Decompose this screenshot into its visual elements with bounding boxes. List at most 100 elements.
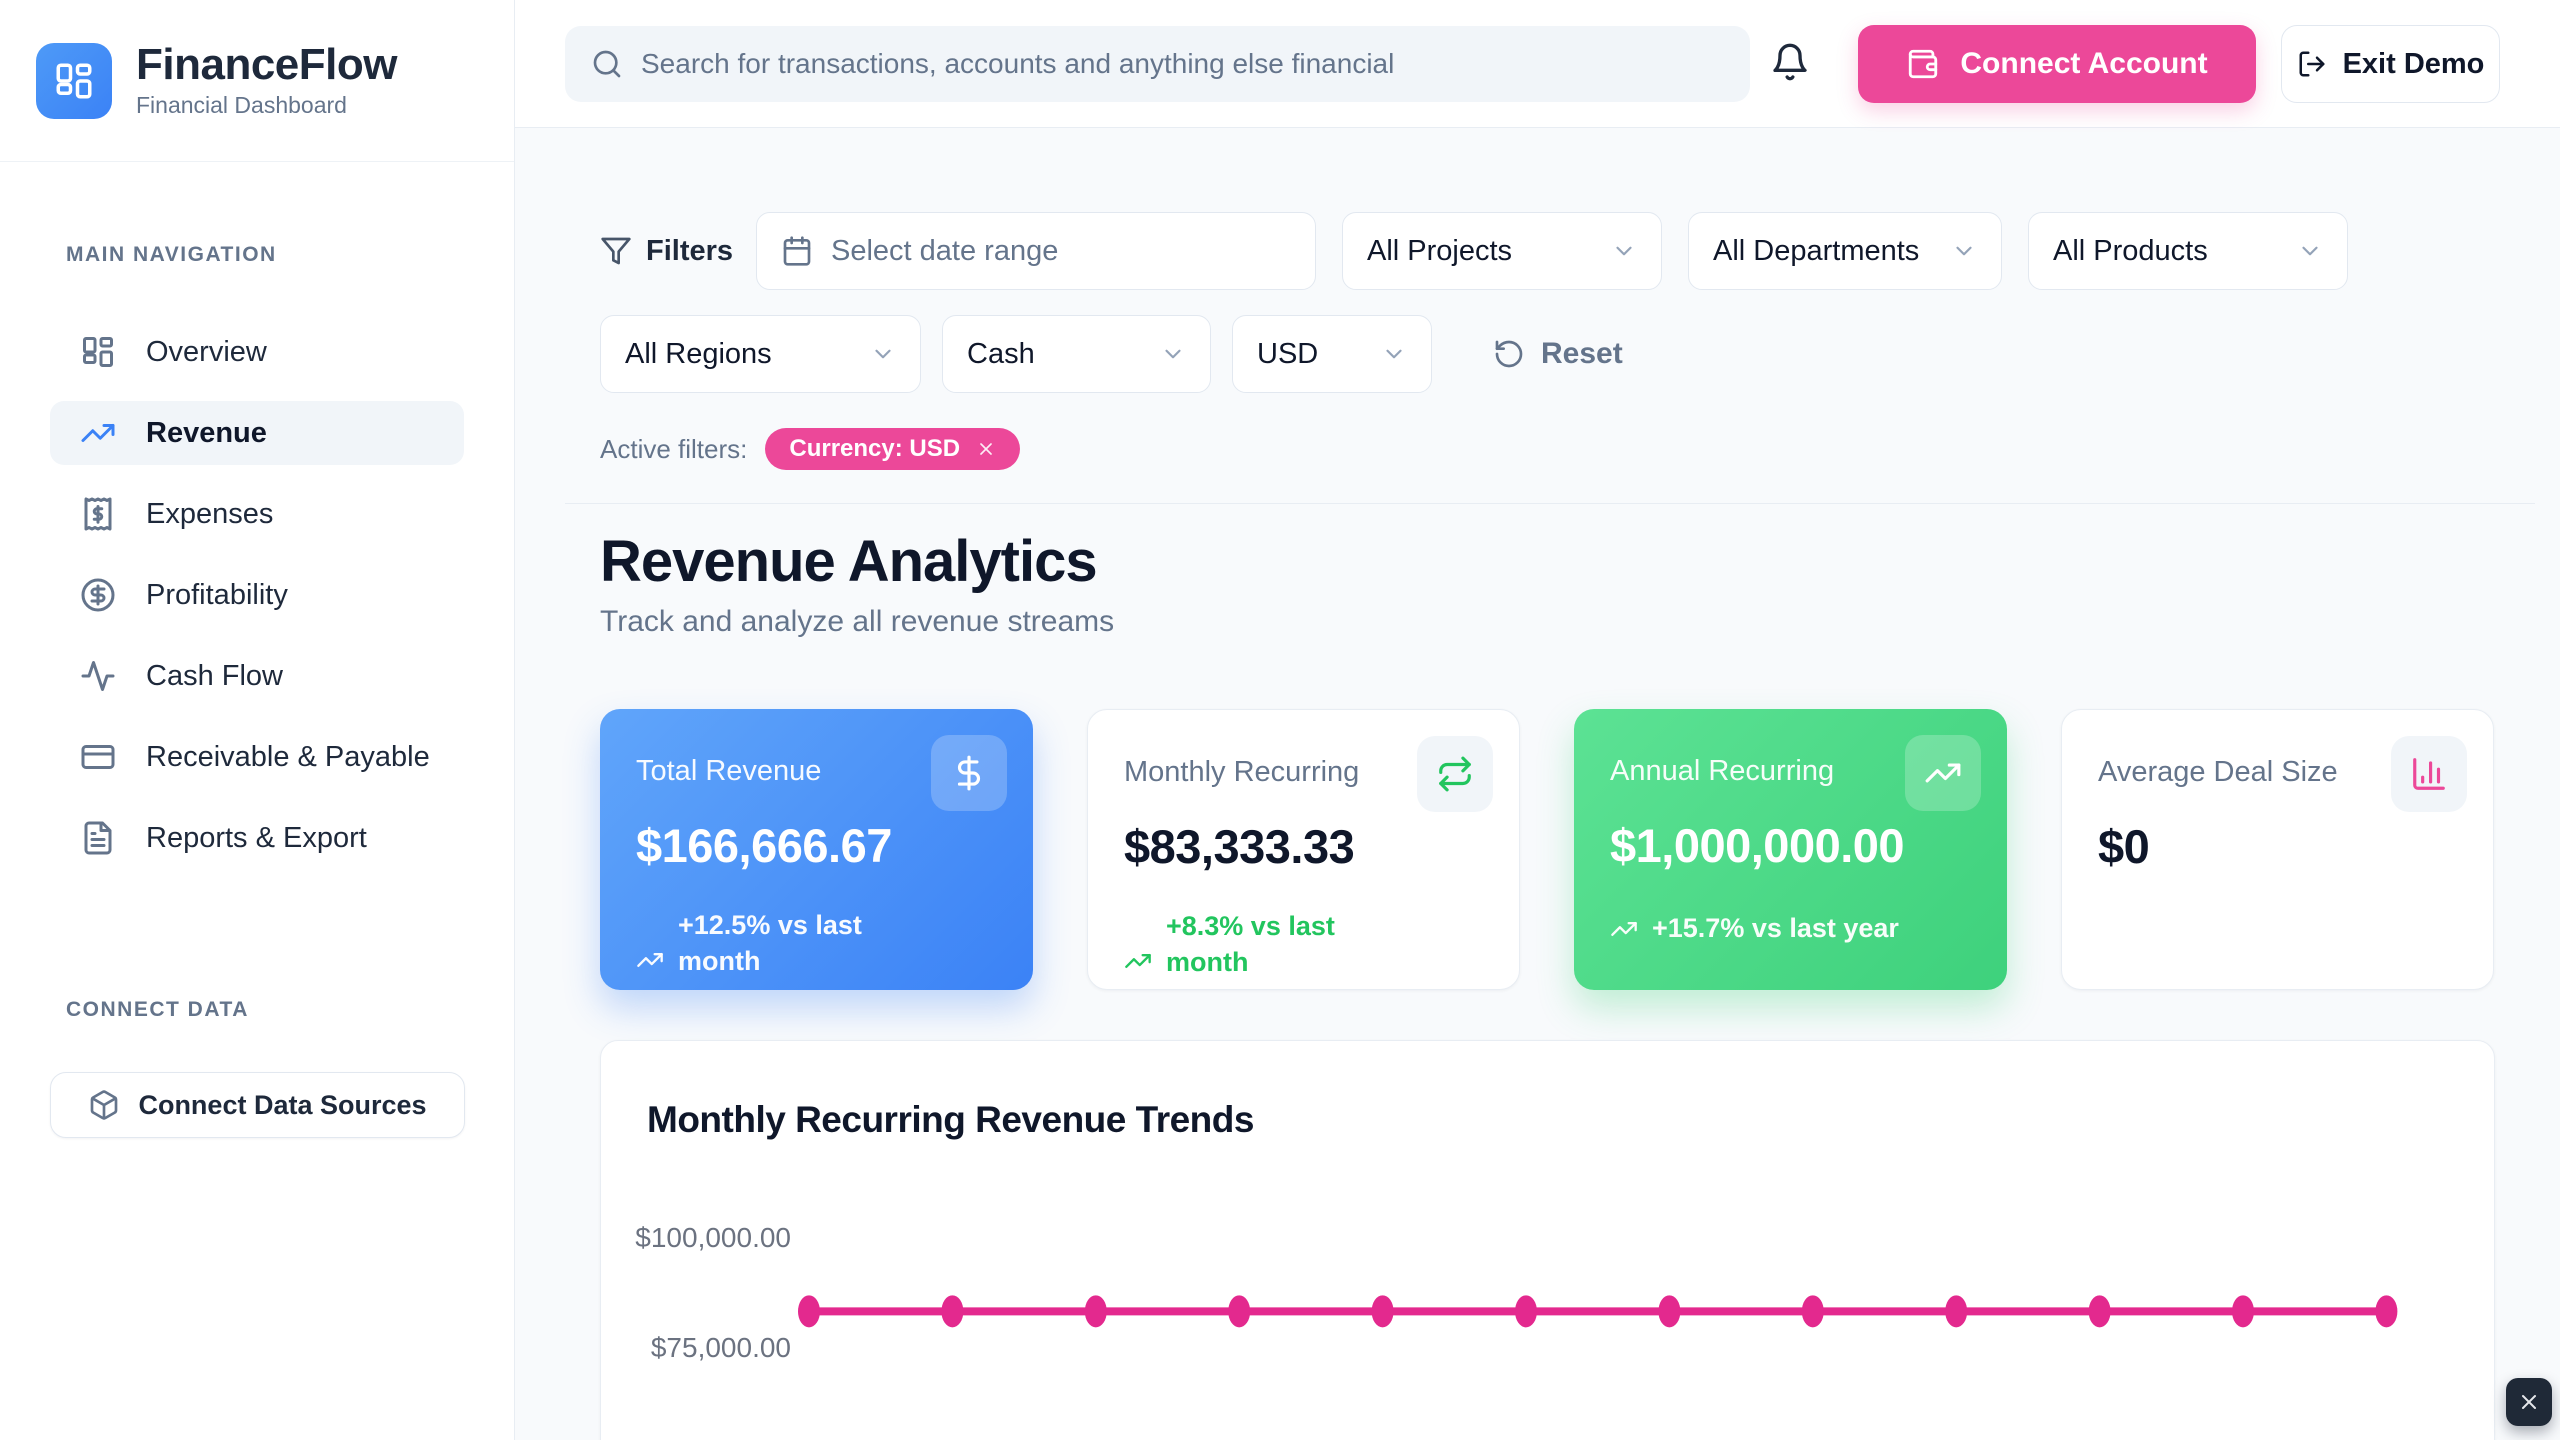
sidebar-item-overview[interactable]: Overview <box>50 320 464 384</box>
date-range-input[interactable]: Select date range <box>756 212 1316 290</box>
regions-select-value: All Regions <box>625 337 772 370</box>
page-subtitle: Track and analyze all revenue streams <box>600 605 1115 638</box>
connect-account-button[interactable]: Connect Account <box>1858 25 2256 103</box>
data-point <box>2232 1295 2254 1328</box>
close-icon <box>2522 1395 2536 1409</box>
receipt-icon <box>80 496 116 532</box>
data-point <box>1084 1295 1107 1328</box>
activity-icon <box>80 658 116 694</box>
connect-data-sources-label: Connect Data Sources <box>138 1089 427 1120</box>
date-range-placeholder: Select date range <box>831 234 1059 267</box>
kpi-label: Annual Recurring <box>1610 755 1835 787</box>
data-point <box>1515 1295 1537 1328</box>
filters-row-1: Filters Select date range All Projects A… <box>600 212 2348 290</box>
regions-select[interactable]: All Regions <box>600 315 921 393</box>
trending-up-icon <box>1610 915 1638 943</box>
kpi-card-total-revenue: Total Revenue $166,666.67 +12.5% vs last… <box>600 709 1033 990</box>
file-text-icon <box>80 820 116 856</box>
kpi-cards-row: Total Revenue $166,666.67 +12.5% vs last… <box>600 709 2495 990</box>
rotate-ccw-icon <box>1493 338 1525 370</box>
sidebar-item-label: Overview <box>146 335 267 368</box>
kpi-change-text: +12.5% vs last month <box>678 910 862 977</box>
currency-select[interactable]: USD <box>1232 315 1432 393</box>
chevron-down-icon <box>1381 341 1407 367</box>
funnel-icon <box>600 235 632 267</box>
close-icon[interactable] <box>976 439 996 459</box>
kpi-card-annual-recurring: Annual Recurring $1,000,000.00 +15.7% vs… <box>1574 709 2007 990</box>
filters-header: Filters <box>600 234 734 268</box>
data-point <box>1228 1295 1251 1328</box>
trending-up-icon <box>1905 735 1981 811</box>
sidebar-item-label: Reports & Export <box>146 821 367 854</box>
data-point <box>798 1295 820 1328</box>
kpi-card-monthly-recurring: Monthly Recurring $83,333.33 +8.3% vs la… <box>1087 709 1520 990</box>
kpi-value: $1,000,000.00 <box>1610 819 1905 872</box>
departments-select-value: All Departments <box>1713 234 1920 267</box>
kpi-label: Average Deal Size <box>2098 756 2338 788</box>
chevron-down-icon <box>1951 238 1977 264</box>
data-point <box>1371 1295 1394 1328</box>
sidebar-item-label: Receivable & Payable <box>146 740 430 773</box>
close-overlay-button[interactable] <box>2506 1378 2552 1426</box>
box-icon <box>88 1089 120 1121</box>
sidebar-item-profitability[interactable]: Profitability <box>50 563 464 627</box>
search-input[interactable] <box>641 26 1721 102</box>
app-tagline: Financial Dashboard <box>136 92 347 119</box>
projects-select-value: All Projects <box>1367 234 1513 267</box>
trending-up-icon <box>1124 947 1152 975</box>
sidebar-item-label: Expenses <box>146 497 274 530</box>
payment-method-select-value: Cash <box>967 337 1035 370</box>
brand-text: FinanceFlow Financial Dashboard <box>136 39 397 119</box>
data-point <box>1801 1295 1824 1328</box>
section-divider <box>565 503 2535 504</box>
wallet-icon <box>1906 47 1940 81</box>
exit-demo-label: Exit Demo <box>2342 47 2485 80</box>
sidebar: FinanceFlow Financial Dashboard MAIN NAV… <box>0 0 515 1440</box>
main-content: Filters Select date range All Projects A… <box>515 128 2560 1440</box>
dollar-sign-icon <box>931 735 1007 811</box>
chip-label: Currency: USD <box>789 435 961 462</box>
projects-select[interactable]: All Projects <box>1342 212 1662 290</box>
products-select-value: All Products <box>2053 234 2208 267</box>
products-select[interactable]: All Products <box>2028 212 2348 290</box>
reset-filters-button[interactable]: Reset <box>1493 337 1623 371</box>
trending-up-icon <box>80 415 116 451</box>
sidebar-item-label: Cash Flow <box>146 659 283 692</box>
active-filter-chip-currency[interactable]: Currency: USD <box>765 428 1021 470</box>
data-point <box>1658 1295 1681 1328</box>
exit-demo-button[interactable]: Exit Demo <box>2281 25 2500 103</box>
page-header: Revenue Analytics Track and analyze all … <box>600 528 1114 639</box>
search-icon <box>591 48 623 80</box>
kpi-change: +15.7% vs last year <box>1610 913 1971 944</box>
kpi-change: +12.5% vs last month <box>636 907 997 980</box>
departments-select[interactable]: All Departments <box>1688 212 2002 290</box>
chevron-down-icon <box>870 341 896 367</box>
bar-chart-icon <box>2391 736 2467 812</box>
credit-card-icon <box>80 739 116 775</box>
chevron-down-icon <box>1160 341 1186 367</box>
sidebar-item-revenue[interactable]: Revenue <box>50 401 464 465</box>
app-title: FinanceFlow <box>136 39 397 89</box>
circle-dollar-icon <box>80 577 116 613</box>
currency-select-value: USD <box>1257 337 1319 370</box>
sidebar-item-label: Revenue <box>146 416 267 449</box>
connect-account-label: Connect Account <box>1960 47 2208 80</box>
sidebar-item-expenses[interactable]: Expenses <box>50 482 464 546</box>
sidebar-item-receivable-payable[interactable]: Receivable & Payable <box>50 725 464 789</box>
connect-data-sources-button[interactable]: Connect Data Sources <box>50 1072 465 1138</box>
kpi-label: Total Revenue <box>636 755 822 787</box>
payment-method-select[interactable]: Cash <box>942 315 1211 393</box>
sidebar-item-cash-flow[interactable]: Cash Flow <box>50 644 464 708</box>
data-point <box>941 1295 964 1328</box>
data-point <box>1945 1295 1968 1328</box>
mrr-trends-chart-card: $100,000.00$75,000.00$50,000.00 Monthly … <box>600 1040 2495 1440</box>
active-filters-label: Active filters: <box>600 433 748 464</box>
sidebar-item-reports-export[interactable]: Reports & Export <box>50 806 464 870</box>
bell-icon[interactable] <box>1770 42 1810 82</box>
y-axis-tick-label: $75,000.00 <box>650 1332 791 1363</box>
nav-section-label: MAIN NAVIGATION <box>66 243 277 266</box>
data-point <box>2375 1295 2398 1328</box>
filters-row-2: All Regions Cash USD Reset <box>600 315 1623 393</box>
filters-title: Filters <box>646 234 734 267</box>
